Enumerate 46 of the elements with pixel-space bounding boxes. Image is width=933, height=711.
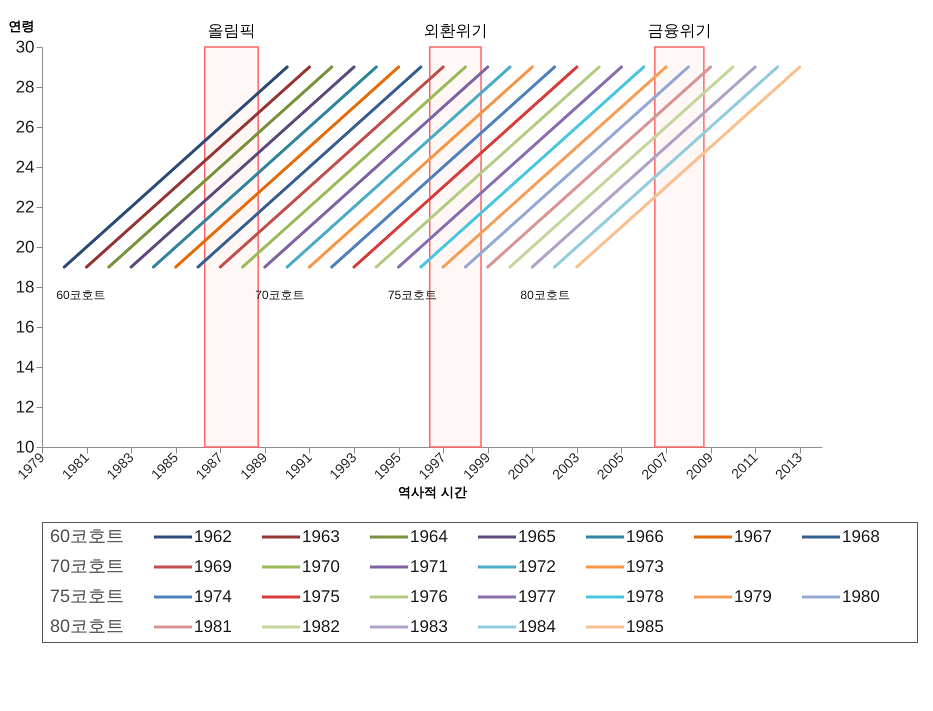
band-label: 외환위기 (423, 23, 488, 40)
y-axis-title: 연령 (8, 18, 34, 34)
legend-label: 1962 (194, 527, 232, 546)
legend-label: 1969 (194, 557, 232, 576)
legend-label: 1981 (194, 617, 232, 636)
legend-label: 1971 (410, 557, 448, 576)
y-tick-label: 22 (16, 198, 34, 216)
legend-label: 1984 (518, 617, 556, 636)
y-tick-label: 16 (16, 318, 34, 336)
legend-label: 1963 (302, 527, 340, 546)
band-label: 올림픽 (207, 23, 256, 40)
legend-label: 1968 (842, 527, 880, 546)
legend-label: 1973 (626, 557, 664, 576)
text: 70코호트 (50, 556, 124, 576)
y-tick-label: 28 (16, 78, 34, 96)
y-tick-label: 10 (16, 438, 34, 456)
text: 60코호트 (50, 526, 124, 546)
legend-label: 1972 (518, 557, 556, 576)
legend-label: 1975 (302, 587, 340, 606)
text: 75코호트 (50, 586, 124, 606)
text: 80코호트 (50, 616, 124, 636)
y-tick-label: 24 (16, 158, 34, 176)
y-tick-label: 12 (16, 398, 34, 416)
legend-label: 1979 (734, 587, 772, 606)
band-label: 금융위기 (647, 23, 712, 40)
y-tick-label: 18 (16, 278, 34, 296)
legend-label: 1985 (626, 617, 664, 636)
legend-label: 1967 (734, 527, 772, 546)
annotation: 80코호트 (520, 288, 570, 302)
x-axis-title: 역사적 시간 (398, 484, 467, 500)
legend-label: 1978 (626, 587, 664, 606)
annotation: 60코호트 (56, 288, 106, 302)
legend-label: 1974 (194, 587, 232, 606)
legend-label: 1966 (626, 527, 664, 546)
legend-label: 1977 (518, 587, 556, 606)
legend-label: 1980 (842, 587, 880, 606)
y-tick-label: 14 (16, 358, 34, 376)
legend-label: 1965 (518, 527, 556, 546)
y-tick-label: 20 (16, 238, 34, 256)
legend-label: 1982 (302, 617, 340, 636)
y-tick-label: 30 (16, 38, 34, 56)
legend-label: 1976 (410, 587, 448, 606)
legend-label: 1970 (302, 557, 340, 576)
legend-label: 1983 (410, 617, 448, 636)
y-tick-label: 26 (16, 118, 34, 136)
legend-label: 1964 (410, 527, 448, 546)
